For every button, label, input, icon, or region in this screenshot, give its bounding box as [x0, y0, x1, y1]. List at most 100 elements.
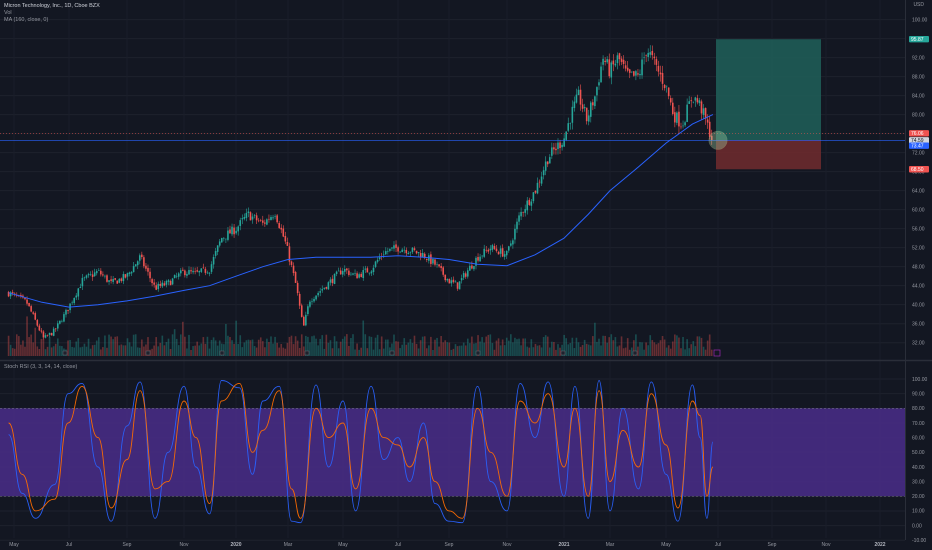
candle-body — [352, 273, 354, 275]
price-tick-label: 64.00 — [912, 188, 925, 194]
candle-body — [456, 282, 459, 289]
candle-body — [694, 97, 697, 101]
volume-bar — [561, 344, 563, 356]
volume-bar — [264, 347, 266, 356]
candle-body — [9, 292, 12, 297]
volume-bar — [608, 337, 611, 356]
volume-bar — [368, 336, 371, 356]
volume-bar — [616, 346, 619, 356]
candle-body — [210, 264, 213, 272]
volume-bar — [577, 342, 580, 356]
price-tick-label: 52.00 — [912, 245, 925, 251]
candle-body — [270, 217, 272, 220]
volume-bar — [438, 346, 440, 356]
candle-body — [553, 147, 555, 150]
candle-body — [624, 65, 627, 69]
time-tick-label: 2020 — [230, 542, 241, 548]
volume-bar — [680, 348, 682, 356]
volume-bar — [214, 340, 217, 356]
candle-body — [63, 314, 65, 322]
candle-body — [577, 89, 580, 95]
volume-bar — [653, 342, 656, 356]
ma-legend[interactable]: MA (160, close, 0) — [4, 17, 49, 23]
volume-bar — [261, 341, 264, 356]
volume-bar — [405, 344, 408, 356]
candle-body — [7, 291, 10, 297]
candle-body — [71, 302, 73, 304]
volume-bar — [563, 334, 565, 356]
volume-bar — [505, 337, 508, 356]
volume-bar — [512, 342, 514, 356]
candle-body — [337, 270, 340, 272]
ma-line — [8, 114, 714, 308]
volume-bar — [432, 349, 434, 356]
entry-highlight-circle — [708, 130, 728, 150]
volume-bar — [532, 347, 535, 356]
candle-body — [444, 274, 447, 281]
volume-bar — [286, 342, 289, 356]
candle-body — [188, 269, 190, 275]
candle-body — [288, 246, 291, 262]
candle-body — [54, 328, 57, 330]
volume-bar — [7, 335, 10, 356]
stoch-rsi-legend[interactable]: Stoch RSI (3, 3, 14, 14, close) — [4, 364, 78, 370]
candle-body — [126, 273, 129, 277]
time-tick-label: 2021 — [558, 542, 569, 548]
candle-body — [626, 67, 629, 71]
volume-bar — [594, 322, 596, 356]
volume-bar — [637, 346, 639, 356]
symbol-title[interactable]: Micron Technology, Inc., 1D, Cboe BZX — [4, 3, 100, 9]
time-tick-label: Mar — [284, 542, 293, 548]
volume-bar — [288, 336, 291, 356]
candle-body — [583, 106, 586, 109]
volume-bar — [79, 347, 82, 356]
time-tick-label: Sep — [123, 542, 132, 548]
volume-bar — [175, 338, 178, 356]
volume-bar — [235, 320, 237, 356]
candle-body — [612, 60, 615, 65]
volume-bar — [276, 342, 278, 356]
candle-body — [614, 63, 617, 66]
volume-bar — [59, 345, 61, 356]
candle-body — [364, 268, 367, 270]
price-tick-label: 32.00 — [912, 340, 925, 346]
volume-bar — [167, 338, 170, 356]
candle-body — [325, 287, 328, 289]
volume-bar — [255, 347, 258, 356]
volume-bar — [585, 343, 588, 356]
candle-body — [401, 249, 403, 253]
candle-body — [475, 257, 477, 266]
volume-bar — [284, 348, 287, 356]
candle-body — [487, 249, 490, 252]
volume-bar — [292, 344, 295, 356]
candle-body — [59, 320, 61, 324]
time-tick-label: May — [661, 542, 671, 548]
candle-body — [247, 211, 250, 213]
volume-bar — [124, 345, 127, 356]
volume-bar — [442, 342, 444, 356]
volume-bar — [206, 336, 209, 356]
volume-bar — [592, 336, 594, 356]
time-tick-label: Sep — [445, 542, 454, 548]
time-tick-label: Nov — [180, 542, 189, 548]
candle-body — [376, 259, 379, 262]
volume-bar — [462, 342, 465, 356]
candle-body — [333, 273, 336, 285]
volume-bar — [630, 347, 633, 356]
volume-bar — [138, 347, 141, 356]
candle-body — [473, 266, 475, 270]
candle-body — [292, 265, 295, 273]
volume-bar — [360, 347, 362, 356]
candle-body — [659, 72, 662, 75]
volume-bar — [456, 346, 459, 356]
candle-body — [512, 240, 514, 245]
candle-body — [97, 270, 100, 271]
candle-body — [182, 269, 184, 271]
candle-body — [311, 300, 313, 302]
volume-bar — [460, 345, 463, 356]
volume-legend[interactable]: Vol — [4, 10, 12, 16]
volume-bar — [534, 343, 537, 356]
candle-body — [241, 218, 244, 220]
earnings-marker — [560, 350, 566, 356]
